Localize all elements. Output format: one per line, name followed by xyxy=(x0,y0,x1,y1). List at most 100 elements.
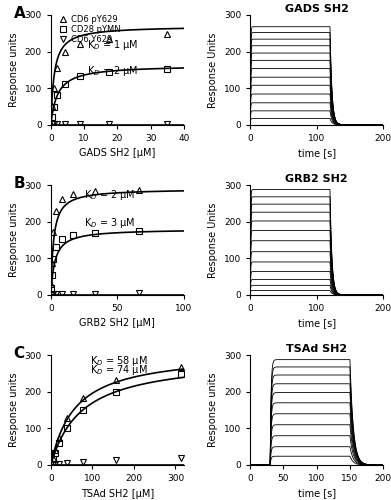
CD6 pY629 xyxy=(65,415,70,421)
Line: CD28 pYMN: CD28 pYMN xyxy=(50,371,184,462)
CD28 pYMN xyxy=(50,272,54,278)
CD6 Y629 xyxy=(50,462,55,468)
CD28 pYMN xyxy=(65,424,70,430)
Title: GRB2 SH2: GRB2 SH2 xyxy=(285,174,348,184)
Legend: CD6 pY629, CD28 pYMN, CD6 Y629: CD6 pY629, CD28 pYMN, CD6 Y629 xyxy=(57,14,122,45)
Line: CD6 pY629: CD6 pY629 xyxy=(48,187,142,288)
Line: CD6 Y629: CD6 Y629 xyxy=(49,454,185,468)
Line: CD28 pYMN: CD28 pYMN xyxy=(49,228,142,290)
CD6 pY629 xyxy=(51,229,56,235)
CD6 Y629 xyxy=(165,120,170,126)
CD6 Y629 xyxy=(70,291,75,297)
CD6 Y629 xyxy=(57,460,61,466)
CD6 pY629 xyxy=(49,281,54,287)
CD28 pYMN xyxy=(57,440,61,446)
Text: A: A xyxy=(14,6,25,21)
CD6 Y629 xyxy=(179,454,184,460)
CD6 pY629 xyxy=(78,40,83,46)
Text: K$_D$ = 58 μM: K$_D$ = 58 μM xyxy=(90,354,148,368)
CD28 pYMN xyxy=(81,407,86,413)
Text: B: B xyxy=(14,176,25,192)
CD6 pY629 xyxy=(70,191,75,197)
CD6 Y629 xyxy=(81,459,86,465)
Y-axis label: Response Units: Response Units xyxy=(208,32,219,108)
CD6 Y629 xyxy=(54,291,59,297)
X-axis label: time [s]: time [s] xyxy=(298,318,336,328)
CD28 pYMN xyxy=(63,81,68,87)
Text: K$_D$ = 2 μM: K$_D$ = 2 μM xyxy=(88,64,139,78)
CD6 Y629 xyxy=(52,121,57,127)
CD6 Y629 xyxy=(55,121,60,127)
Line: CD28 pYMN: CD28 pYMN xyxy=(50,66,170,120)
CD6 Y629 xyxy=(50,291,54,297)
CD28 pYMN xyxy=(179,370,184,376)
X-axis label: GADS SH2 [μM]: GADS SH2 [μM] xyxy=(79,148,156,158)
CD6 pY629 xyxy=(52,448,57,454)
CD6 Y629 xyxy=(51,291,56,297)
Y-axis label: Response units: Response units xyxy=(208,373,219,448)
CD28 pYMN xyxy=(78,73,83,79)
CD6 pY629 xyxy=(93,188,97,194)
Line: CD6 pY629: CD6 pY629 xyxy=(49,364,185,461)
CD28 pYMN xyxy=(93,230,97,235)
CD6 Y629 xyxy=(50,122,55,128)
CD6 pY629 xyxy=(179,364,184,370)
Text: K$_D$ = 1 μM: K$_D$ = 1 μM xyxy=(88,38,139,52)
X-axis label: TSAd SH2 [μM]: TSAd SH2 [μM] xyxy=(81,488,154,498)
CD6 pY629 xyxy=(50,260,54,266)
Y-axis label: Response Units: Response Units xyxy=(208,202,219,278)
CD6 pY629 xyxy=(57,434,61,440)
CD28 pYMN xyxy=(49,284,54,290)
CD28 pYMN xyxy=(50,456,55,462)
CD6 Y629 xyxy=(65,460,70,466)
Text: K$_D$ = 2 μM: K$_D$ = 2 μM xyxy=(84,188,136,202)
CD6 pY629 xyxy=(52,85,57,91)
CD6 Y629 xyxy=(63,121,68,127)
CD6 Y629 xyxy=(114,457,118,463)
Line: CD6 Y629: CD6 Y629 xyxy=(49,120,170,128)
Text: K$_D$ = 3 μM: K$_D$ = 3 μM xyxy=(84,216,136,230)
CD28 pYMN xyxy=(59,236,64,242)
CD6 Y629 xyxy=(107,121,111,127)
CD28 pYMN xyxy=(54,244,59,250)
X-axis label: time [s]: time [s] xyxy=(298,148,336,158)
Text: C: C xyxy=(14,346,25,362)
CD28 pYMN xyxy=(136,228,141,234)
CD6 Y629 xyxy=(136,290,141,296)
CD6 pY629 xyxy=(136,187,141,193)
CD6 pY629 xyxy=(107,36,111,42)
CD6 pY629 xyxy=(165,31,170,37)
CD6 pY629 xyxy=(50,454,55,460)
X-axis label: GRB2 SH2 [μM]: GRB2 SH2 [μM] xyxy=(79,318,155,328)
CD28 pYMN xyxy=(165,66,170,72)
CD6 Y629 xyxy=(93,291,97,297)
Line: CD6 pY629: CD6 pY629 xyxy=(49,30,170,110)
CD6 pY629 xyxy=(114,377,118,383)
CD28 pYMN xyxy=(55,92,60,98)
CD6 Y629 xyxy=(59,291,64,297)
Y-axis label: Response units: Response units xyxy=(9,373,19,448)
CD6 pY629 xyxy=(50,104,55,110)
CD6 pY629 xyxy=(63,48,68,54)
X-axis label: time [s]: time [s] xyxy=(298,488,336,498)
CD28 pYMN xyxy=(52,104,57,110)
CD28 pYMN xyxy=(51,256,56,262)
CD28 pYMN xyxy=(50,114,55,119)
CD28 pYMN xyxy=(70,232,75,238)
CD28 pYMN xyxy=(107,68,111,74)
Title: TSAd SH2: TSAd SH2 xyxy=(286,344,347,354)
Line: CD6 Y629: CD6 Y629 xyxy=(48,290,142,298)
CD6 Y629 xyxy=(78,121,83,127)
CD6 pY629 xyxy=(59,196,64,202)
CD6 Y629 xyxy=(52,461,57,467)
CD28 pYMN xyxy=(52,450,57,456)
CD28 pYMN xyxy=(114,389,118,395)
CD6 pY629 xyxy=(81,395,86,401)
Text: K$_D$ = 74 μM: K$_D$ = 74 μM xyxy=(90,363,148,377)
CD6 pY629 xyxy=(54,208,59,214)
Y-axis label: Response units: Response units xyxy=(9,203,19,278)
Title: GADS SH2: GADS SH2 xyxy=(285,4,349,14)
CD6 pY629 xyxy=(55,65,60,71)
Y-axis label: Response units: Response units xyxy=(9,32,19,107)
CD6 Y629 xyxy=(49,292,54,298)
